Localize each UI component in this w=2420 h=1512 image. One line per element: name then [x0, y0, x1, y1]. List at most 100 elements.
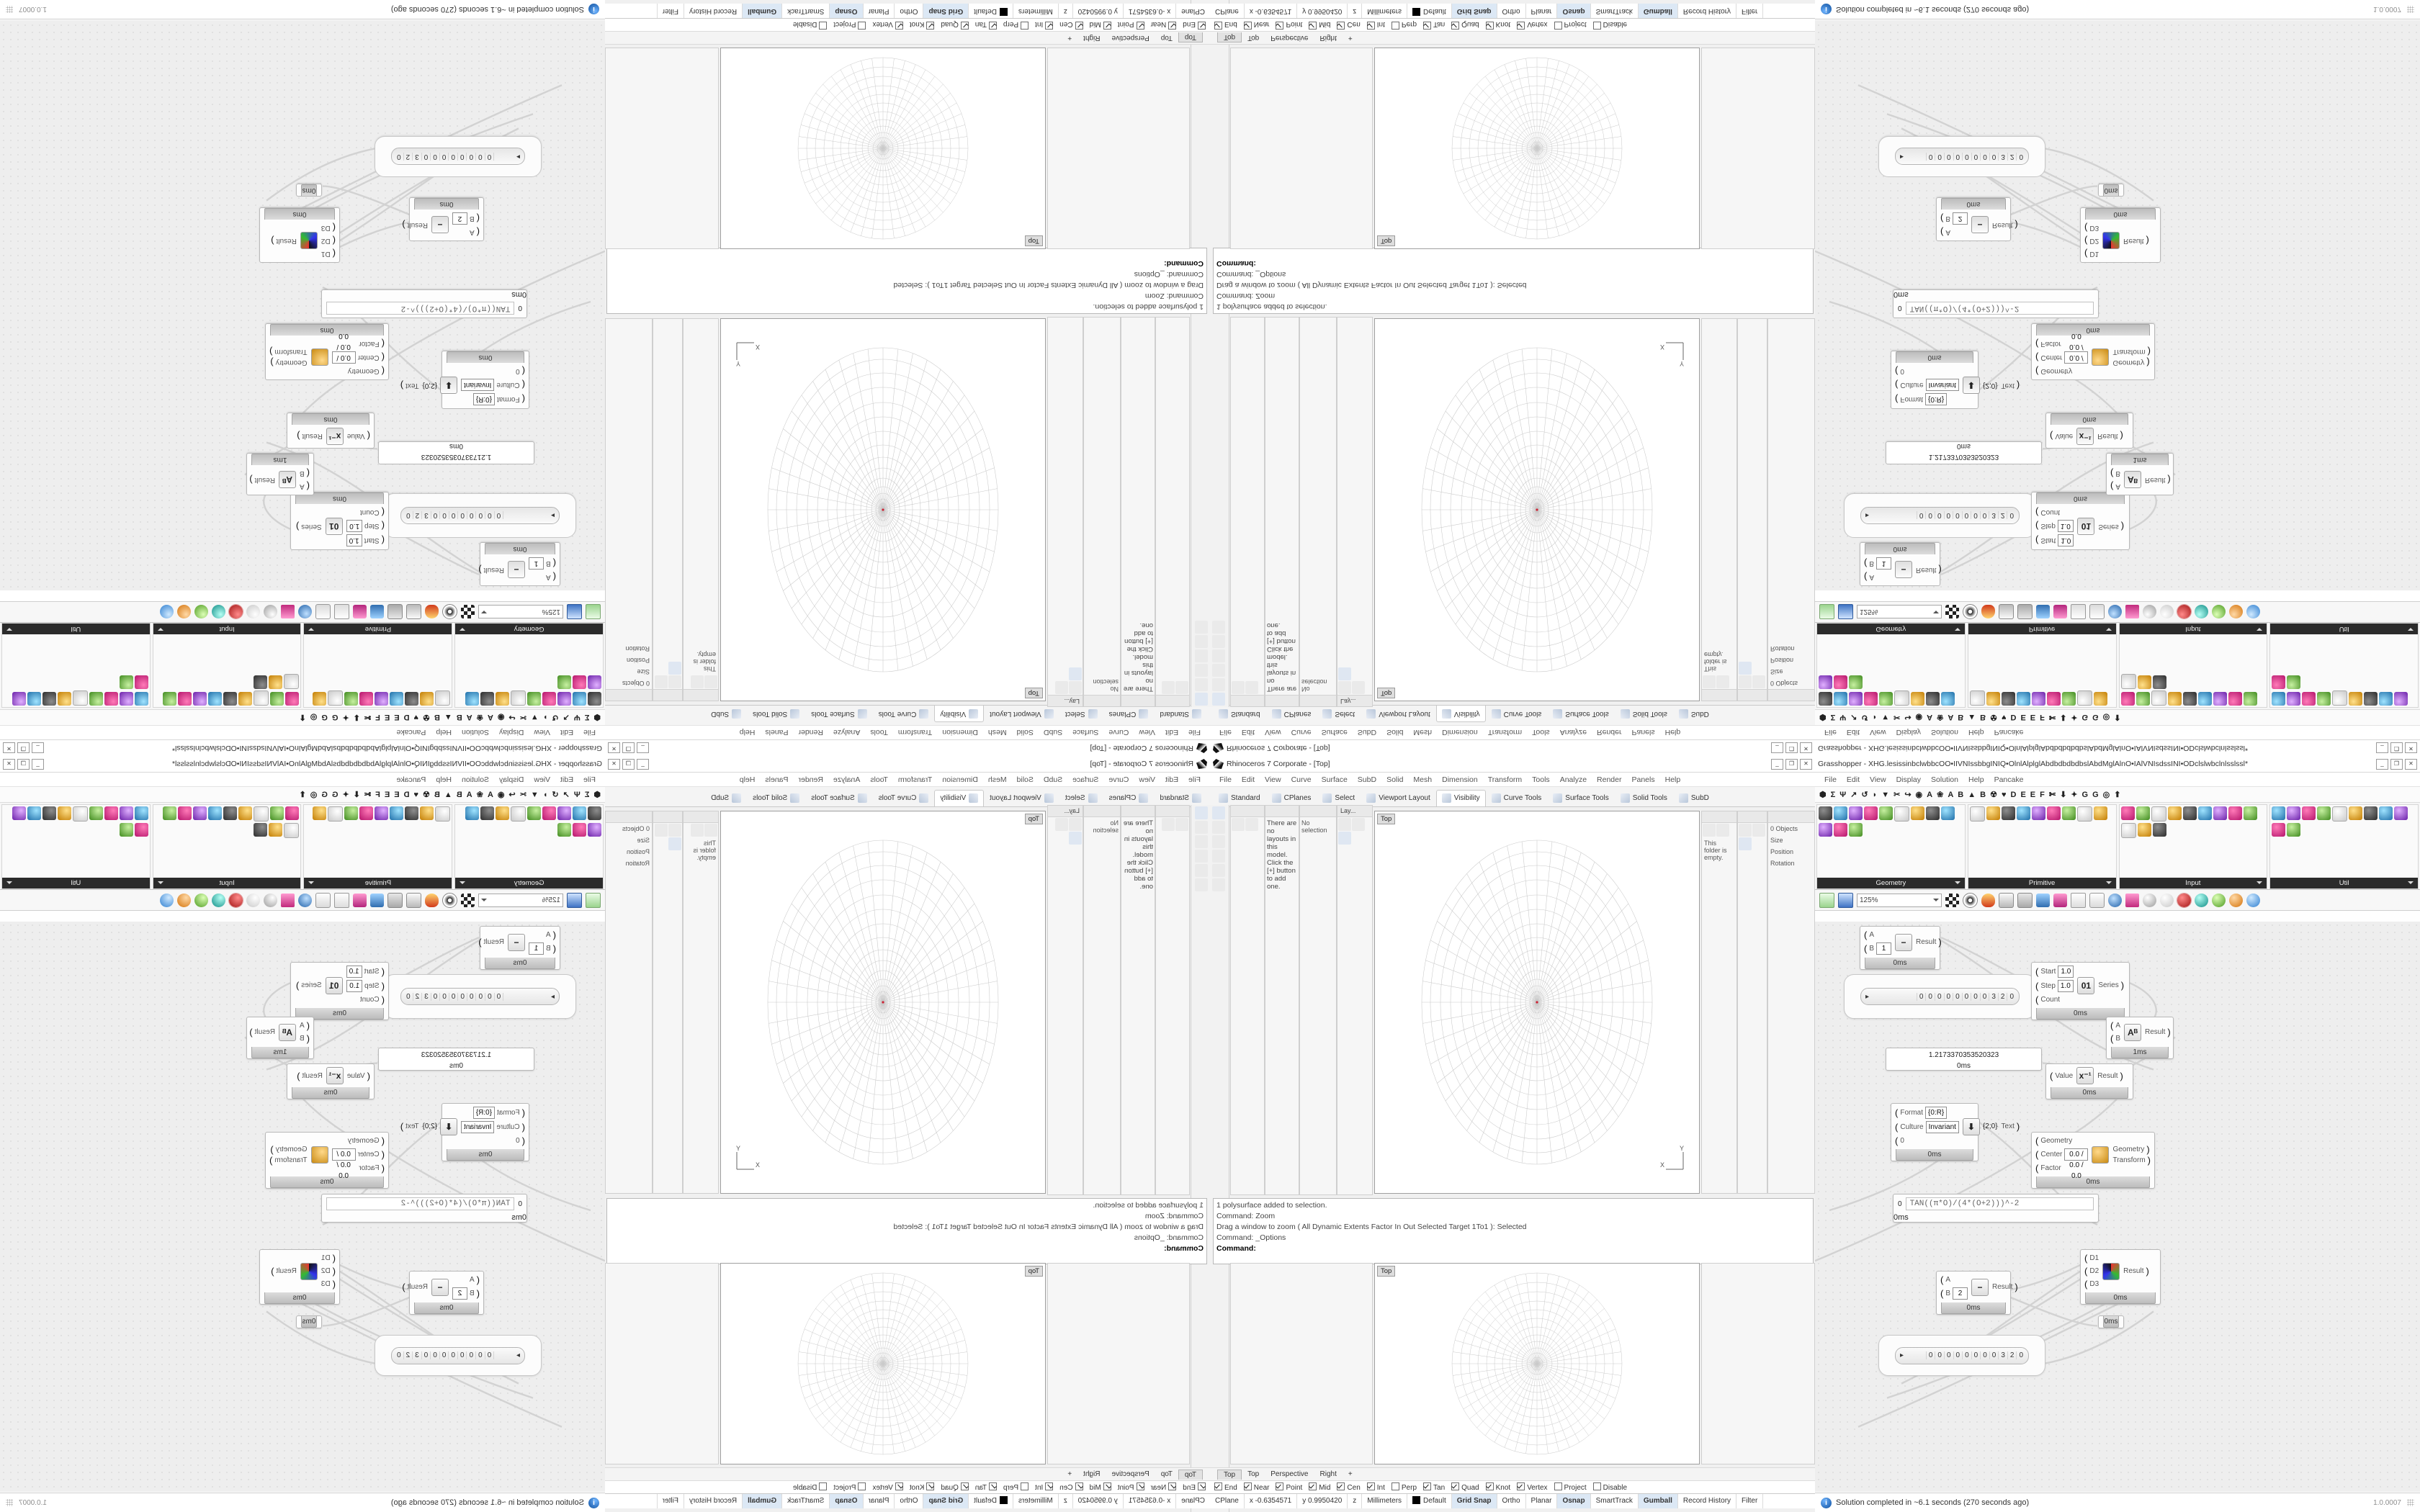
toolbar-tab-cplanes[interactable]: CPlanes	[1103, 706, 1155, 722]
component-inputs[interactable]: (A(B	[300, 1020, 310, 1044]
gh-component-icon-11[interactable]	[2152, 823, 2166, 837]
input-port-icon[interactable]: (	[2110, 481, 2114, 492]
gh-component-icon-0[interactable]	[435, 806, 451, 822]
gh-component-icon-5[interactable]	[511, 690, 526, 706]
wireframe-preview-icon[interactable]	[246, 893, 260, 907]
input-value[interactable]: 1	[1876, 942, 1892, 955]
checkbox-icon[interactable]	[1366, 1482, 1375, 1490]
palette-icon[interactable]	[1162, 818, 1175, 831]
new-file-icon[interactable]	[586, 604, 601, 620]
camera-icon[interactable]	[1195, 693, 1208, 706]
gh-component-icon-6[interactable]	[42, 806, 56, 820]
osnap-project[interactable]: Project	[833, 20, 866, 30]
orange-sphere-icon[interactable]	[177, 893, 191, 907]
status-toggle-planar[interactable]: Planar	[862, 1494, 895, 1508]
gh-ribbon-tab-21[interactable]: F	[375, 790, 380, 799]
gh-component-icon-6[interactable]	[2213, 692, 2227, 706]
gh-component-icon-0[interactable]	[285, 692, 300, 706]
preview-quality-icon[interactable]	[2053, 605, 2067, 619]
gh-panel-caption[interactable]: Util	[2, 624, 150, 634]
profiler-icon[interactable]	[2017, 604, 2033, 620]
gh-component-icon-0[interactable]	[435, 690, 451, 706]
output-port-icon[interactable]: )	[2120, 431, 2123, 442]
menu-item-tools[interactable]: Tools	[870, 775, 888, 784]
view-icon[interactable]	[1212, 664, 1225, 677]
component-outputs[interactable]: Result)	[249, 1027, 275, 1038]
component-outputs[interactable]: Geometry) Transform)	[2112, 347, 2151, 369]
rhino-status-bar[interactable]: CPlane x -0.6354571 y 0.9950420 z Millim…	[1210, 1493, 1815, 1508]
gh-panel-icon-grid[interactable]	[2270, 805, 2418, 878]
gh-component-icon-2[interactable]	[1849, 692, 1863, 706]
toolbar-tab-select[interactable]: Select	[1059, 706, 1103, 722]
menu-item-solid[interactable]: Solid	[1016, 775, 1034, 784]
toolbar-tab-standard[interactable]: Standard	[1213, 706, 1266, 722]
help-icon[interactable]	[2125, 605, 2139, 619]
gh-component-icon-2[interactable]	[104, 692, 118, 706]
checkbox-icon[interactable]	[1366, 22, 1375, 30]
rhino-status-bar[interactable]: CPlane x -0.6354571 y 0.9950420 z Millim…	[605, 4, 1210, 19]
target-icon[interactable]	[1212, 635, 1225, 648]
input-port-icon[interactable]: (	[1864, 943, 1868, 954]
menu-item-pancake[interactable]: Pancake	[396, 728, 426, 737]
osnap-mid[interactable]: Mid	[1090, 20, 1111, 30]
gh-component-icon-8[interactable]	[313, 806, 327, 820]
gh-canvas-toolbar[interactable]: 125%	[1815, 890, 2420, 911]
osnap-perp[interactable]: Perp	[1391, 1482, 1417, 1492]
toolbar-tab-solid-tools[interactable]: Solid Tools	[747, 706, 805, 722]
checkbox-icon[interactable]	[1136, 22, 1144, 30]
osnap-knot[interactable]: Knot	[1485, 20, 1510, 30]
rhino-display-panel[interactable]	[1155, 317, 1190, 707]
component-inputs[interactable]: (Start 1.0(Step 1.0(Count	[2035, 507, 2074, 546]
green-sphere-icon[interactable]	[2212, 893, 2226, 907]
gh-panel-input[interactable]: Input	[152, 623, 302, 708]
gh-component-icon-8[interactable]	[12, 692, 26, 706]
checkbox-icon[interactable]	[1337, 1482, 1345, 1490]
gh-panel-primitive[interactable]: Primitive	[1967, 804, 2117, 889]
search-icon[interactable]	[298, 605, 312, 619]
gh-ribbon-tab-28[interactable]: ⬆	[299, 791, 306, 799]
gh-component-icon-3[interactable]	[390, 806, 404, 820]
slider-handle[interactable]: ▸	[516, 1351, 520, 1359]
speaker-icon[interactable]	[406, 604, 421, 620]
gh-component-icon-11[interactable]	[254, 823, 268, 837]
gh-panel-icon-grid[interactable]	[2120, 634, 2267, 707]
status-layer[interactable]: Default	[968, 4, 1013, 18]
texture-icon[interactable]	[1739, 662, 1752, 675]
gh-maximize-button[interactable]: ❐	[2390, 758, 2403, 770]
checkbox-icon[interactable]	[1309, 22, 1317, 30]
status-toggle-ortho[interactable]: Ortho	[894, 1494, 923, 1508]
menu-item-view[interactable]: View	[1139, 728, 1155, 737]
output-port-icon[interactable]: )	[271, 1266, 274, 1277]
input-value[interactable]: 0.0 / 0.0 / 0.0	[331, 332, 356, 364]
gh-component-icon-4[interactable]	[2182, 692, 2197, 706]
gh-component-icon-0[interactable]	[285, 806, 300, 820]
input-port-icon[interactable]: (	[2035, 994, 2039, 1005]
toolbar-tab-surface-tools[interactable]: Surface Tools	[1547, 706, 1614, 722]
rhino-command-window[interactable]: 1 polysurface added to selection. Comman…	[1213, 1198, 1814, 1264]
teal-sphere-icon[interactable]	[2195, 605, 2208, 619]
gh-component-icon-1[interactable]	[1986, 692, 2000, 706]
input-port-icon[interactable]: (	[1895, 366, 1899, 377]
gh-component-icon-7[interactable]	[2228, 806, 2242, 820]
gh-component-small-node[interactable]: 0ms	[2098, 1315, 2124, 1328]
green-sphere-icon[interactable]	[194, 893, 208, 907]
gh-ribbon-tab-7[interactable]: ✂	[519, 713, 526, 721]
menu-item-render[interactable]: Render	[798, 775, 823, 784]
toolbar-tab-curve-tools[interactable]: Curve Tools	[873, 790, 935, 806]
viewport-label-2[interactable]: Top	[1024, 1266, 1043, 1277]
rhino-layers-panel[interactable]: Lay...	[1047, 317, 1083, 707]
input-port-icon[interactable]: (	[521, 379, 525, 390]
component-inputs[interactable]: (Format {0:R}(Culture Invariant(0	[461, 366, 525, 405]
cluster-icon[interactable]	[2036, 605, 2050, 619]
gh-component-icon-7[interactable]	[178, 692, 192, 706]
gh-ribbon-tab-16[interactable]: ☢	[1990, 791, 1997, 799]
cluster-icon[interactable]	[2036, 893, 2050, 907]
gh-component-one-over-x[interactable]: (Value x⁻¹ Result) 0ms	[2045, 413, 2133, 449]
new-file-icon[interactable]	[586, 892, 601, 908]
checkbox-icon[interactable]	[1517, 22, 1525, 30]
gh-component-icon-2[interactable]	[557, 806, 571, 820]
gh-panel-icon-grid[interactable]	[305, 805, 452, 878]
checkbox-icon[interactable]	[1214, 22, 1222, 30]
gh-ribbon-tab-22[interactable]: ✄	[2048, 791, 2056, 799]
gh-ribbon-tab-26[interactable]: G	[321, 713, 328, 722]
